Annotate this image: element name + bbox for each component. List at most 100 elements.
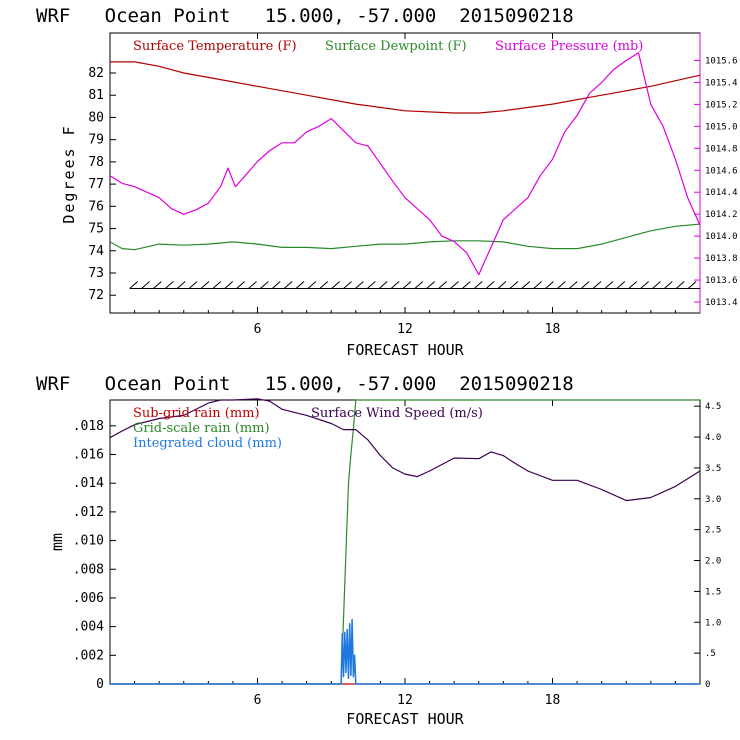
series-line-surface-wind-speed	[109, 398, 701, 502]
wind-barb	[271, 281, 281, 289]
wind-barb	[426, 281, 436, 289]
wind-barb	[462, 281, 471, 289]
chart2-y-tick-label: .002	[73, 648, 104, 663]
chart1-y-tick-label: 73	[88, 266, 104, 281]
chart1-y-tick-label: 82	[88, 66, 104, 81]
chart2-y-tick-label: .006	[73, 591, 104, 606]
chart1-y-tick-label: 79	[88, 133, 104, 148]
legend-subgrid-rain: Sub-grid rain (mm)	[133, 406, 260, 421]
wind-barb	[343, 281, 352, 289]
chart2-y-tick-label: 0	[96, 677, 104, 692]
chart2-y2-tick-label: 0	[705, 680, 710, 690]
chart1-y2-tick-label: 1015.4	[705, 78, 738, 88]
wind-barb	[509, 281, 519, 289]
chart1-y-tick-label: 72	[88, 288, 104, 303]
chart2-y-tick-label: .012	[73, 505, 104, 520]
wind-barb	[224, 281, 234, 289]
wind-barb	[592, 281, 602, 289]
chart1-y2-tick-label: 1014.6	[705, 166, 738, 176]
wind-barb	[176, 281, 186, 289]
wind-barb	[414, 281, 424, 289]
chart1-y2-tick-label: 1014.4	[705, 188, 738, 198]
series-line-integrated-cloud	[110, 618, 700, 685]
chart1-title: WRF Ocean Point 15.000, -57.000 20150902…	[36, 5, 574, 27]
legend-integrated-cloud: Integrated cloud (mm)	[133, 436, 282, 451]
wind-barb	[545, 281, 554, 289]
wind-barb	[438, 281, 447, 289]
wind-barb	[295, 281, 305, 289]
chart2-x-tick-label: 12	[397, 693, 413, 708]
chart1-x-tick-label: 6	[254, 322, 262, 337]
chart1-y2-tick-label: 1013.4	[705, 298, 738, 308]
wind-barb	[664, 281, 673, 289]
wind-barb	[212, 281, 222, 289]
series-line-surface-pressure	[109, 52, 701, 276]
wind-barbs	[129, 281, 700, 290]
chart1-x-axis-label: FORECAST HOUR	[346, 341, 464, 359]
chart2-y-axis-label: mm	[48, 533, 66, 551]
wind-barb	[366, 281, 376, 289]
wind-barb	[200, 281, 210, 289]
chart2-x-tick-label: 18	[545, 693, 561, 708]
chart1-y-tick-label: 76	[88, 199, 104, 214]
chart2-x-tick-label: 6	[254, 693, 262, 708]
chart2-y2-tick-label: 2.0	[705, 557, 721, 567]
chart1-y2-tick-label: 1015.6	[705, 56, 738, 66]
chart2-x-axis-label: FORECAST HOUR	[346, 710, 464, 728]
chart1-y2-tick-label: 1015.0	[705, 122, 738, 132]
chart1-y-tick-label: 75	[88, 222, 104, 237]
chart1-y2-tick-label: 1015.2	[705, 100, 738, 110]
wind-barb	[450, 281, 459, 289]
wind-barb	[153, 281, 162, 289]
chart2-y-tick-label: .014	[73, 476, 104, 491]
wind-barb	[557, 281, 566, 289]
chart2-y2-tick-label: .5	[705, 649, 716, 659]
chart1-y2-tick-label: 1014.8	[705, 144, 738, 154]
chart1-y-tick-label: 74	[88, 244, 104, 259]
legend-gridscale-rain: Grid-scale rain (mm)	[133, 421, 270, 436]
wind-barb	[378, 281, 388, 289]
chart1-y-tick-label: 77	[88, 177, 104, 192]
chart1-plot-frame	[109, 32, 701, 314]
chart2-y-tick-label: .010	[73, 534, 104, 549]
chart2-y2-tick-label: 1.5	[705, 587, 721, 597]
series-line-surface-temperature	[110, 61, 701, 114]
chart1-y-axis-label: Degrees F	[60, 124, 78, 223]
wind-barb	[355, 281, 364, 289]
wind-barb	[188, 281, 198, 289]
wind-barb	[640, 281, 649, 289]
wind-barb	[390, 281, 400, 289]
wind-barb	[521, 281, 531, 289]
wind-barb	[141, 281, 150, 289]
chart2-y2-tick-label: 2.5	[705, 526, 721, 536]
chart2-y2-tick-label: 3.0	[705, 495, 721, 505]
chart1-y-tick-label: 80	[88, 110, 104, 125]
wind-barb	[319, 281, 329, 289]
legend-surface-pressure: Surface Pressure (mb)	[495, 39, 643, 54]
legend-surface-wind-speed: Surface Wind Speed (m/s)	[311, 406, 483, 421]
wind-barb	[628, 281, 638, 289]
wind-barb	[402, 281, 412, 289]
chart1-x-tick-label: 12	[397, 322, 413, 337]
chart1-x-tick-label: 18	[545, 322, 561, 337]
chart1-y2-tick-label: 1013.6	[705, 276, 738, 286]
chart1-y2-tick-label: 1013.8	[705, 254, 738, 264]
wind-barb	[307, 281, 317, 289]
wind-barb	[164, 281, 174, 289]
wind-barb	[604, 281, 614, 289]
chart2-y2-tick-label: 4.5	[705, 402, 721, 412]
wind-barb	[473, 281, 483, 289]
chart1-y2-tick-label: 1014.2	[705, 210, 738, 220]
wind-barb	[568, 281, 578, 289]
chart2-y2-tick-label: 3.5	[705, 464, 721, 474]
wind-barb	[497, 281, 507, 289]
chart2-y2-tick-label: 1.0	[705, 618, 721, 628]
chart1-y-tick-label: 81	[88, 88, 104, 103]
wind-barb	[129, 281, 138, 289]
chart1-y-tick-label: 78	[88, 155, 104, 170]
chart2-y-tick-label: .018	[73, 419, 104, 434]
chart2-y-tick-label: .004	[73, 620, 104, 635]
legend-surface-temperature: Surface Temperature (F)	[133, 39, 297, 54]
wind-barb	[485, 281, 495, 289]
